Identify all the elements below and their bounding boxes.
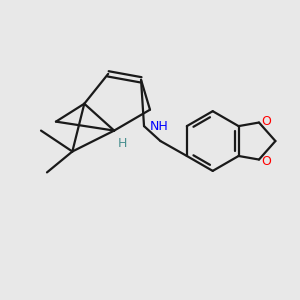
Text: O: O [261,154,271,167]
Text: NH: NH [150,120,168,133]
Text: H: H [118,137,127,150]
Text: O: O [261,115,271,128]
